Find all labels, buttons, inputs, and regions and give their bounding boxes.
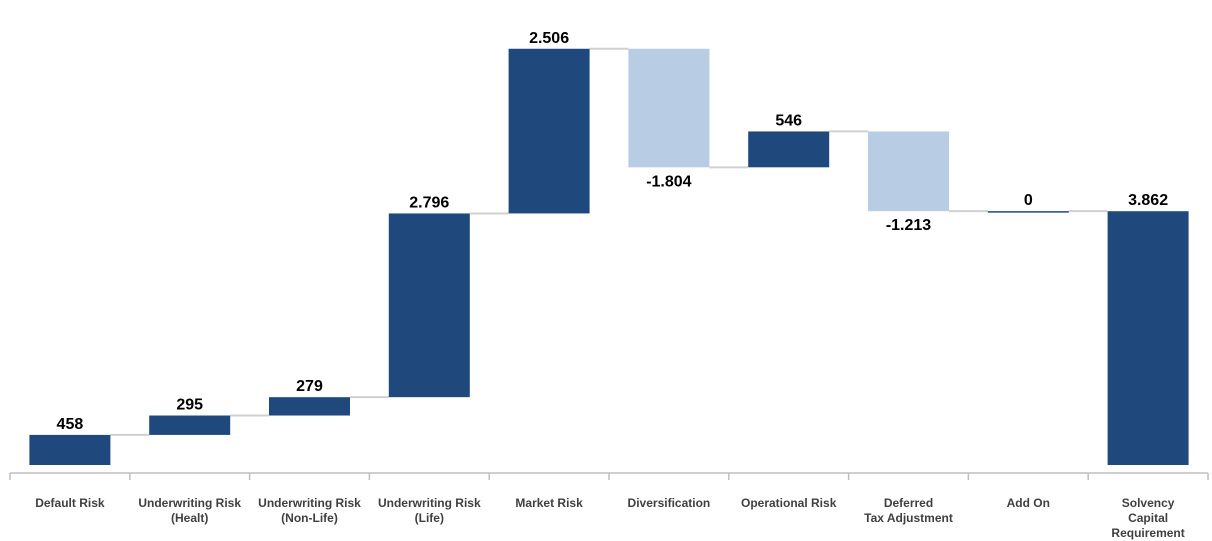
bar-underwriting-risk-life [388,213,470,398]
value-label-deferred-tax-adjustment: -1.213 [886,217,931,234]
value-label-underwriting-risk-non-life: 279 [296,378,323,395]
bar-operational-risk [748,131,830,168]
bar-add-on [987,211,1069,213]
category-label-underwriting-risk-non-life: Underwriting Risk (Non-Life) [258,496,361,525]
category-label-diversification: Diversification [628,496,711,510]
value-label-diversification: -1.804 [646,173,691,190]
category-label-market-risk: Market Risk [515,496,583,510]
bar-underwriting-risk-healt [149,415,231,435]
connector-lines [110,47,1108,436]
value-label-add-on: 0 [1024,192,1033,209]
category-label-deferred-tax-adjustment: Deferred Tax Adjustment [864,496,953,525]
value-label-market-risk: 2.506 [529,30,569,47]
category-label-underwriting-risk-life: Underwriting Risk (Life) [378,496,481,525]
category-label-underwriting-risk-healt: Underwriting Risk (Healt) [138,496,241,525]
category-label-add-on: Add On [1007,496,1050,510]
bar-deferred-tax-adjustment [868,131,949,212]
value-label-underwriting-risk-healt: 295 [176,397,203,414]
value-label-solvency-capital-requirement: 3.862 [1128,192,1168,209]
category-label-operational-risk: Operational Risk [741,496,837,510]
value-label-default-risk: 458 [57,416,84,433]
value-labels: 458 295 279 2.796 2.506 -1.804 546 -1.213 0 3.862 [57,30,1169,433]
bar-default-risk [29,434,111,465]
x-axis [9,472,1209,480]
bar-market-risk [508,48,590,214]
category-label-solvency-capital-requirement: Solvency Capital Requirement [1111,496,1184,540]
bar-underwriting-risk-non-life [269,397,350,416]
bar-diversification [628,48,710,168]
value-label-underwriting-risk-life: 2.796 [409,194,449,211]
value-label-operational-risk: 546 [775,112,802,129]
bar-solvency-capital-requirement [1107,211,1189,465]
bars [29,48,1189,465]
category-label-default-risk: Default Risk [35,496,105,510]
category-labels: Default Risk Underwriting Risk (Healt) Unde… [35,496,1185,540]
